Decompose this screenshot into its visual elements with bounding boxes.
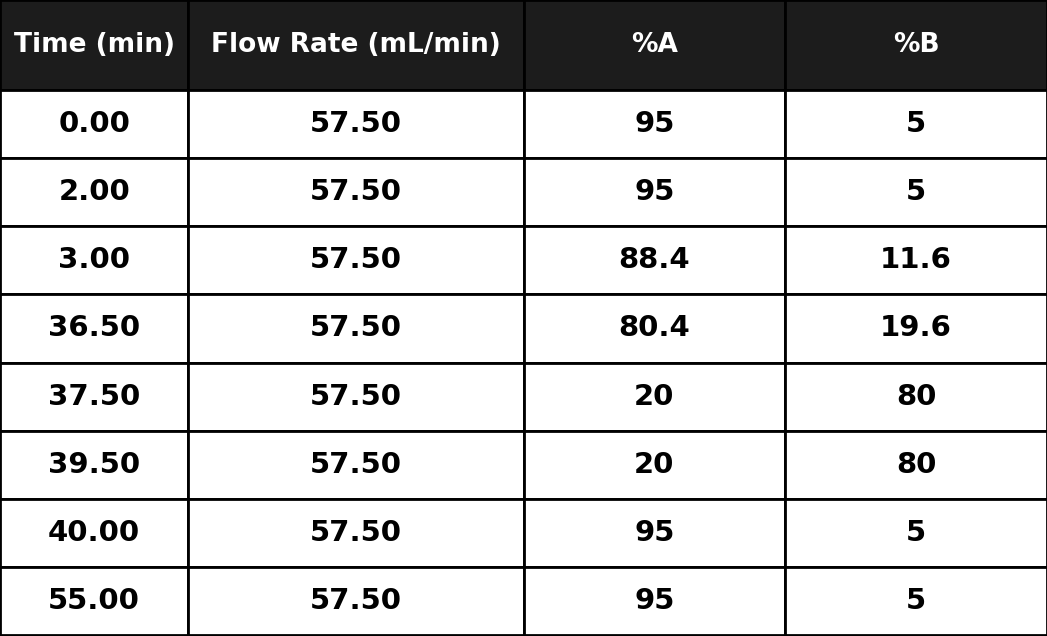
Text: 57.50: 57.50 [310, 382, 402, 411]
Bar [524, 567, 785, 635]
Bar [0, 0, 188, 90]
Bar [188, 567, 524, 635]
Bar [524, 0, 785, 90]
Text: Flow Rate (mL/min): Flow Rate (mL/min) [211, 32, 500, 58]
Bar [524, 158, 785, 226]
Text: 36.50: 36.50 [48, 314, 140, 343]
Text: %B: %B [893, 32, 939, 58]
Bar [785, 158, 1047, 226]
Bar [785, 226, 1047, 294]
Bar [188, 294, 524, 363]
Text: 80.4: 80.4 [619, 314, 690, 343]
Text: 5: 5 [906, 110, 927, 139]
Text: 39.50: 39.50 [48, 450, 140, 479]
Bar [524, 363, 785, 431]
Bar [188, 90, 524, 158]
Bar [0, 90, 188, 158]
Text: 57.50: 57.50 [310, 246, 402, 275]
Text: 55.00: 55.00 [48, 586, 140, 615]
Text: %A: %A [631, 32, 677, 58]
Text: 57.50: 57.50 [310, 518, 402, 547]
Bar [524, 226, 785, 294]
Bar [0, 431, 188, 499]
Text: 5: 5 [906, 518, 927, 547]
Bar [0, 158, 188, 226]
Bar [188, 431, 524, 499]
Text: 95: 95 [634, 518, 674, 547]
Bar [0, 226, 188, 294]
Text: 40.00: 40.00 [48, 518, 140, 547]
Bar [785, 499, 1047, 567]
Text: 95: 95 [634, 110, 674, 139]
Bar [524, 431, 785, 499]
Text: 57.50: 57.50 [310, 450, 402, 479]
Bar [0, 294, 188, 363]
Text: 5: 5 [906, 586, 927, 615]
Text: 19.6: 19.6 [881, 314, 952, 343]
Text: 57.50: 57.50 [310, 110, 402, 139]
Bar [785, 0, 1047, 90]
Bar [188, 499, 524, 567]
Text: 57.50: 57.50 [310, 314, 402, 343]
Text: 11.6: 11.6 [881, 246, 952, 275]
Text: Time (min): Time (min) [14, 32, 175, 58]
Text: 3.00: 3.00 [59, 246, 130, 275]
Text: 95: 95 [634, 178, 674, 207]
Bar [785, 90, 1047, 158]
Text: 5: 5 [906, 178, 927, 207]
Bar [188, 158, 524, 226]
Text: 20: 20 [634, 450, 674, 479]
Text: 88.4: 88.4 [619, 246, 690, 275]
Bar [524, 90, 785, 158]
Bar [524, 294, 785, 363]
Text: 80: 80 [896, 382, 936, 411]
Text: 0.00: 0.00 [59, 110, 130, 139]
Bar [785, 431, 1047, 499]
Text: 57.50: 57.50 [310, 586, 402, 615]
Text: 57.50: 57.50 [310, 178, 402, 207]
Text: 20: 20 [634, 382, 674, 411]
Text: 95: 95 [634, 586, 674, 615]
Bar [188, 0, 524, 90]
Bar [188, 226, 524, 294]
Bar [0, 499, 188, 567]
Text: 80: 80 [896, 450, 936, 479]
Text: 37.50: 37.50 [48, 382, 140, 411]
Bar [785, 363, 1047, 431]
Bar [524, 499, 785, 567]
Bar [785, 294, 1047, 363]
Bar [0, 567, 188, 635]
Bar [785, 567, 1047, 635]
Text: 2.00: 2.00 [59, 178, 130, 207]
Bar [188, 363, 524, 431]
Bar [0, 363, 188, 431]
